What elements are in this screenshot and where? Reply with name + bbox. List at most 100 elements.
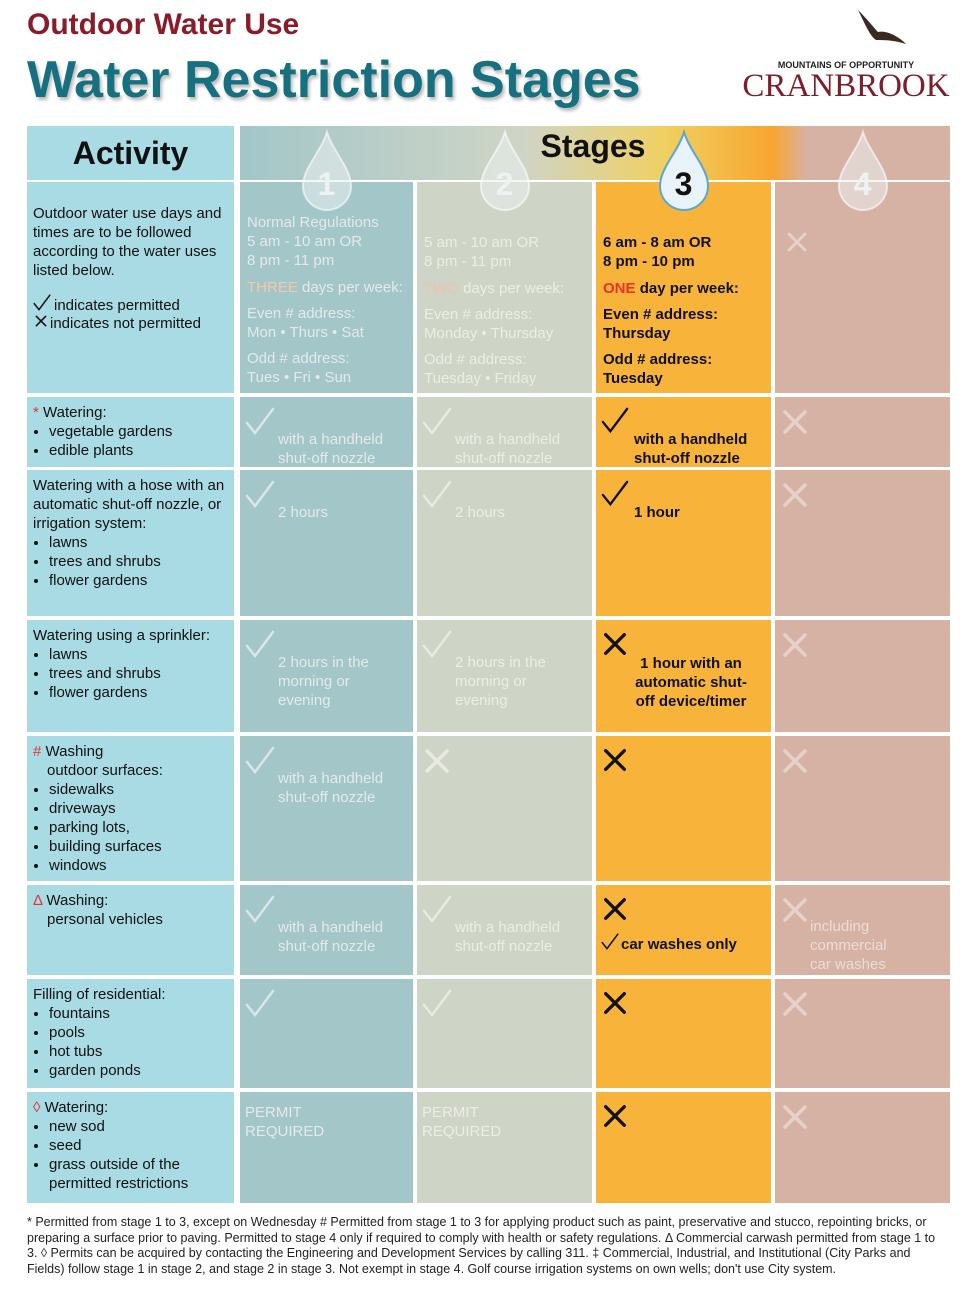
stage-drop	[837, 128, 888, 211]
intro-text: Outdoor water use days and times are to …	[33, 205, 222, 279]
activity-title: Δ Washing:	[33, 891, 231, 910]
check-icon	[422, 989, 452, 1018]
odd-days: Tuesday • Friday	[424, 370, 537, 387]
odd-label: Odd # address:	[603, 351, 713, 368]
x-icon	[783, 992, 807, 1016]
cell-text: with a handheld shut-off nozzle	[278, 919, 384, 955]
cell	[240, 885, 413, 975]
item: trees and shrubs	[49, 552, 231, 571]
activity-title: ◊ Watering:	[33, 1098, 231, 1117]
activity-name: Watering:	[44, 1099, 109, 1116]
item-list: lawnstrees and shrubsflower gardens	[33, 533, 231, 590]
even-days: Thursday	[603, 325, 671, 342]
cell-text: PERMIT REQUIRED	[245, 1104, 325, 1140]
cell	[417, 182, 592, 393]
stage-drop	[479, 128, 530, 211]
count-suffix: days per week:	[463, 280, 565, 297]
x-icon	[783, 1105, 807, 1129]
logo-bird	[858, 10, 906, 44]
schedule: 6 am - 8 am OR 8 pm - 10 pm ONE day per w…	[603, 233, 771, 388]
stage-drop	[658, 128, 709, 211]
cell	[775, 182, 950, 393]
check-icon	[245, 407, 275, 436]
cell-text: with a handheld shut-off nozzle	[278, 770, 384, 806]
item: new sod	[49, 1117, 231, 1136]
cell-text: with a handheld shut-off nozzle	[455, 919, 561, 955]
activity: Watering using a sprinkler:lawnstrees an…	[33, 626, 231, 702]
odd-days: Tues • Fri • Sun	[247, 369, 352, 386]
x-icon	[604, 992, 626, 1014]
activity: Δ Washing: personal vehicles	[33, 891, 231, 929]
activity: ◊ Watering:new sodseedgrass outside of t…	[33, 1098, 231, 1193]
cell-text: 2 hours	[278, 504, 329, 521]
footnote: * Permitted from stage 1 to 3, except on…	[27, 1215, 936, 1276]
cell	[775, 620, 950, 732]
hours: Normal Regulations 5 am - 10 am OR 8 pm …	[247, 214, 379, 269]
marker: *	[33, 404, 39, 421]
x-icon	[604, 749, 626, 771]
count: ONE	[603, 280, 636, 297]
cell	[596, 470, 771, 616]
item-list: vegetable gardensedible plants	[33, 422, 231, 460]
cell	[27, 979, 234, 1088]
activity-title: Filling of residential:	[33, 985, 231, 1004]
count-suffix: days per week:	[302, 279, 403, 296]
cell	[27, 1092, 234, 1203]
cell	[775, 470, 950, 616]
item: garden ponds	[49, 1061, 231, 1080]
item: lawns	[49, 533, 231, 552]
check-icon	[245, 989, 275, 1018]
permitted-legend: indicates permitted	[54, 297, 180, 314]
item: driveways	[49, 799, 231, 818]
count-suffix: day per week:	[639, 280, 739, 297]
check-icon	[33, 294, 51, 311]
item: grass outside of the permitted restricti…	[49, 1155, 231, 1193]
activity-name: Watering with a hose with an automatic s…	[33, 477, 225, 532]
count: TWO	[424, 280, 459, 297]
item: lawns	[49, 645, 231, 664]
cell-text: with a handheld shut-off nozzle	[634, 431, 748, 467]
cell-text: PERMIT REQUIRED	[422, 1104, 502, 1140]
activity-title: Watering with a hose with an automatic s…	[33, 476, 231, 533]
item: building surfaces	[49, 837, 231, 856]
even-label: Even # address:	[424, 306, 533, 323]
odd-label: Odd # address:	[247, 350, 350, 367]
item: trees and shrubs	[49, 664, 231, 683]
marker: ◊	[33, 1099, 41, 1116]
x-icon	[783, 633, 807, 657]
even-label: Even # address:	[603, 306, 719, 323]
activity: Filling of residential:fountainspoolshot…	[33, 985, 231, 1080]
cell	[596, 736, 771, 881]
item: windows	[49, 856, 231, 875]
odd-label: Odd # address:	[424, 351, 527, 368]
activity-detail: personal vehicles	[47, 911, 163, 928]
x-icon	[783, 483, 807, 507]
stage-number: 2	[495, 166, 514, 202]
cell	[417, 1092, 592, 1203]
activity: Watering with a hose with an automatic s…	[33, 476, 231, 590]
item-list: lawnstrees and shrubsflower gardens	[33, 645, 231, 702]
item: vegetable gardens	[49, 422, 231, 441]
cell	[27, 470, 234, 616]
logo-name: CRANBROOK	[742, 68, 950, 104]
check-icon	[245, 630, 275, 659]
cell-text: 2 hours	[455, 504, 506, 521]
cell-text: 2 hours in the morning or evening	[278, 654, 369, 709]
subtitle: Outdoor Water Use	[27, 8, 300, 41]
activity-header-cell: Activity	[27, 126, 234, 180]
days-per-week: ONE day per week:	[603, 279, 771, 298]
title: Water Restriction Stages	[27, 51, 641, 109]
stages-header-bg	[240, 126, 950, 180]
cell-text: 1 hour	[634, 504, 680, 521]
check-icon	[601, 933, 619, 950]
activity: * Watering:vegetable gardensedible plant…	[33, 403, 231, 460]
cell	[596, 620, 771, 732]
cell	[27, 885, 234, 975]
activity-title: # Washing	[33, 742, 231, 761]
hours: 6 am - 8 am OR 8 pm - 10 pm	[603, 234, 712, 270]
check-icon	[422, 630, 452, 659]
item: sidewalks	[49, 780, 231, 799]
cell-text: car washes only	[621, 936, 737, 953]
activity-name: Filling of residential:	[33, 986, 166, 1003]
